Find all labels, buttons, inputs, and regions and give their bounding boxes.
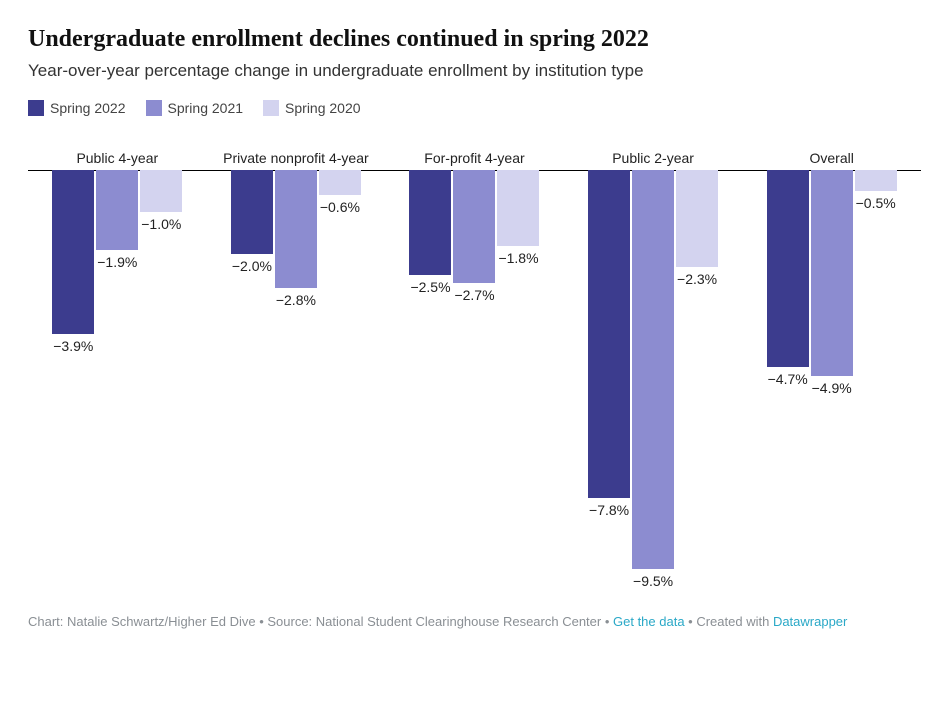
chart-subtitle: Year-over-year percentage change in unde… — [28, 60, 921, 82]
bar — [275, 170, 317, 288]
bar-wrap: −9.5% — [632, 170, 674, 590]
plot-area: −3.9% −1.9% −1.0% −2.0% −2.8% −0.6% −2.5%−2.7%… — [28, 170, 921, 590]
bar — [231, 170, 273, 254]
bar-group: −2.5%−2.7% −1.8% — [385, 170, 564, 590]
bar-wrap: −2.5% — [409, 170, 451, 590]
bar-wrap: −3.9% — [52, 170, 94, 590]
bar-value-label: −9.5% — [633, 573, 673, 589]
bar — [588, 170, 630, 498]
bar — [676, 170, 718, 267]
footer-text: • Created with — [685, 614, 773, 629]
bar-value-label: −7.8% — [589, 502, 629, 518]
bar — [140, 170, 182, 212]
legend-swatch — [28, 100, 44, 116]
bar — [811, 170, 853, 376]
bar-group: −2.0% −2.8% −0.6% — [207, 170, 386, 590]
bar-value-label: −0.5% — [856, 195, 896, 211]
bar-wrap: −2.3% — [676, 170, 718, 590]
bar-wrap: −1.8% — [497, 170, 539, 590]
bar-wrap: −0.5% — [855, 170, 897, 590]
bar — [632, 170, 674, 569]
bar — [453, 170, 495, 283]
bar — [319, 170, 361, 195]
bar-wrap: −1.0% — [140, 170, 182, 590]
category-label: Public 2-year — [564, 126, 743, 170]
legend-item: Spring 2021 — [146, 100, 244, 116]
bar — [767, 170, 809, 367]
bar-value-label: −2.7% — [454, 287, 494, 303]
bar — [96, 170, 138, 250]
bar-wrap: −4.7% — [767, 170, 809, 590]
bar-value-label: −3.9% — [53, 338, 93, 354]
bar-group: −4.7%−4.9% −0.5% — [742, 170, 921, 590]
bar — [52, 170, 94, 334]
bar-wrap: −2.8% — [275, 170, 317, 590]
legend-item: Spring 2020 — [263, 100, 361, 116]
category-label: For-profit 4-year — [385, 126, 564, 170]
bar — [409, 170, 451, 275]
bar-wrap: −0.6% — [319, 170, 361, 590]
legend-label: Spring 2021 — [168, 100, 244, 116]
bar-wrap: −4.9% — [811, 170, 853, 590]
legend-swatch — [146, 100, 162, 116]
bar-wrap: −1.9% — [96, 170, 138, 590]
chart-area: Public 4-yearPrivate nonprofit 4-yearFor… — [28, 126, 921, 596]
bar-value-label: −2.8% — [276, 292, 316, 308]
bar-value-label: −0.6% — [320, 199, 360, 215]
bar — [497, 170, 539, 246]
chart-title: Undergraduate enrollment declines contin… — [28, 24, 921, 54]
category-label: Public 4-year — [28, 126, 207, 170]
bar-group: −7.8% −9.5% −2.3% — [564, 170, 743, 590]
bar-value-label: −1.0% — [141, 216, 181, 232]
legend: Spring 2022 Spring 2021 Spring 2020 — [28, 100, 921, 116]
bar — [855, 170, 897, 191]
bar-value-label: −2.0% — [232, 258, 272, 274]
category-label: Private nonprofit 4-year — [207, 126, 386, 170]
datawrapper-link[interactable]: Datawrapper — [773, 614, 847, 629]
bar-wrap: −2.7% — [453, 170, 495, 590]
bar-value-label: −4.7% — [768, 371, 808, 387]
legend-swatch — [263, 100, 279, 116]
legend-label: Spring 2020 — [285, 100, 361, 116]
legend-label: Spring 2022 — [50, 100, 126, 116]
bar-value-label: −1.8% — [498, 250, 538, 266]
bar-group: −3.9% −1.9% −1.0% — [28, 170, 207, 590]
category-labels-row: Public 4-yearPrivate nonprofit 4-yearFor… — [28, 126, 921, 170]
category-label: Overall — [742, 126, 921, 170]
bar-value-label: −4.9% — [812, 380, 852, 396]
legend-item: Spring 2022 — [28, 100, 126, 116]
chart-footer: Chart: Natalie Schwartz/Higher Ed Dive •… — [28, 612, 921, 632]
get-the-data-link[interactable]: Get the data — [613, 614, 685, 629]
bar-wrap: −7.8% — [588, 170, 630, 590]
footer-text: Chart: Natalie Schwartz/Higher Ed Dive •… — [28, 614, 613, 629]
bar-wrap: −2.0% — [231, 170, 273, 590]
bar-value-label: −2.5% — [410, 279, 450, 295]
bar-value-label: −1.9% — [97, 254, 137, 270]
bar-value-label: −2.3% — [677, 271, 717, 287]
